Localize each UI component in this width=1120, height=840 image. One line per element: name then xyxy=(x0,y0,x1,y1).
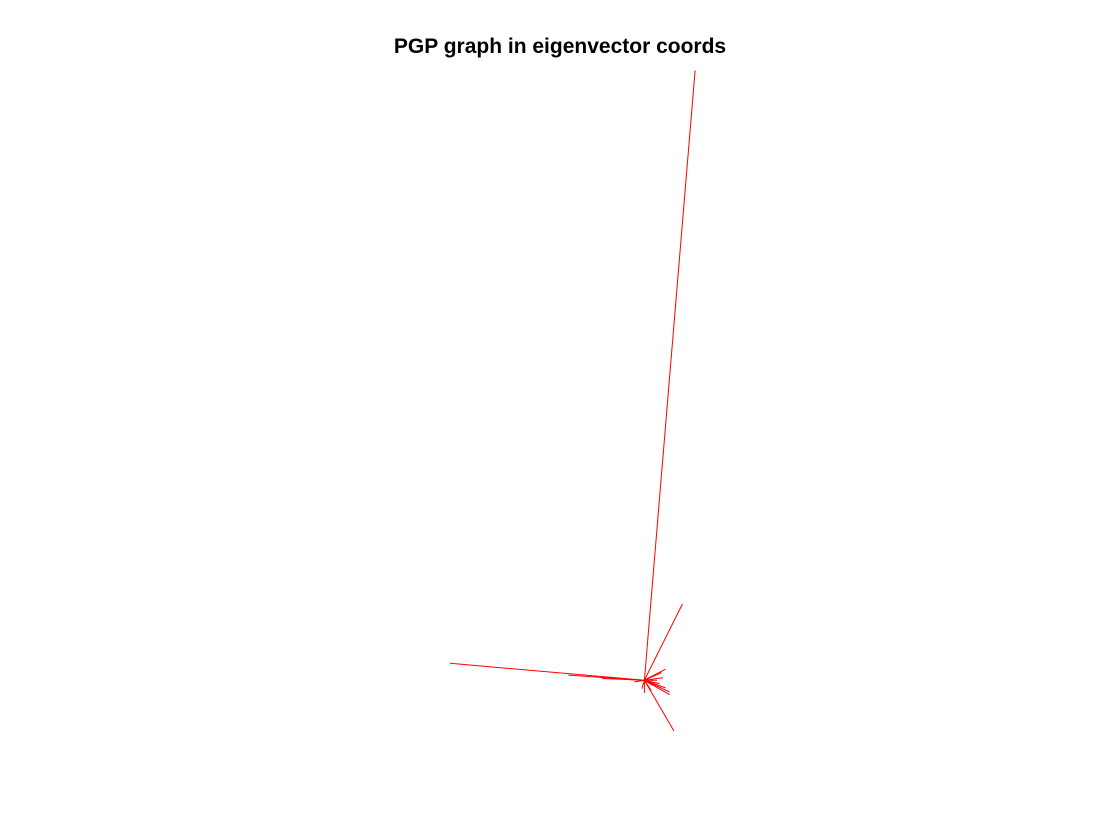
graph-edge-17 xyxy=(634,679,645,683)
graph-edge-20 xyxy=(643,679,652,691)
graph-edge-12 xyxy=(644,679,654,686)
graph-edge-11 xyxy=(644,674,655,681)
graph-edge-0 xyxy=(643,70,696,681)
graph-edge-2 xyxy=(643,603,683,681)
graph-edge-1 xyxy=(449,662,645,681)
graph-edge-10 xyxy=(644,679,660,685)
graph-edge-3 xyxy=(643,679,675,732)
graph-edge-16 xyxy=(627,678,645,681)
graph-edge-19 xyxy=(641,680,645,689)
chart-title: PGP graph in eigenvector coords xyxy=(393,35,727,58)
